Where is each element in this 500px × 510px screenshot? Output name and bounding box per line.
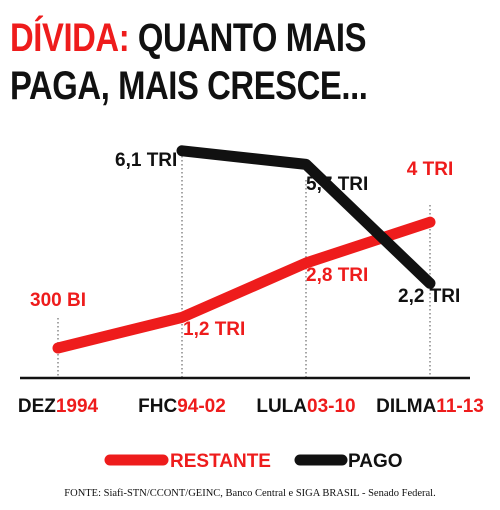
x-tick-prefix: LULA: [256, 396, 307, 417]
title-line-1-text: QUANTO MAIS: [137, 16, 367, 60]
x-tick-label: DILMA11-13: [376, 396, 484, 417]
x-tick-suffix: 11-13: [436, 396, 484, 417]
gridlines: [57, 152, 431, 378]
x-tick-suffix: 1994: [56, 396, 99, 417]
title-line-2: PAGA, MAIS CRESCE...: [10, 64, 368, 108]
x-tick-suffix: 03-10: [307, 396, 356, 417]
data-label-restante: 4 TRI: [407, 159, 453, 180]
series-line-pago: [176, 145, 436, 289]
chart-title: DÍVIDA: QUANTO MAIS PAGA, MAIS CRESCE...: [10, 14, 404, 110]
series-line-restante: [52, 216, 436, 354]
x-tick-prefix: DILMA: [376, 396, 436, 417]
x-tick-prefix: FHC: [138, 396, 177, 417]
legend-label-pago: PAGO: [348, 451, 403, 472]
series-layer: [52, 145, 436, 354]
data-label-pago: 6,1 TRI: [115, 150, 177, 171]
data-label-restante: 2,8 TRI: [306, 265, 368, 286]
data-labels: 300 BI 1,2 TRI 2,8 TRI 4 TRI 6,1 TRI 5,7 TRI 2…: [30, 150, 460, 340]
x-tick-labels: DEZ1994 FHC94-02 LULA03-10 DILMA11-13: [18, 396, 484, 417]
data-label-pago: 5,7 TRI: [306, 174, 368, 195]
x-tick-label: DEZ1994: [18, 396, 99, 417]
data-label-restante: 300 BI: [30, 290, 86, 311]
x-tick-suffix: 94-02: [177, 396, 226, 417]
title-line-1: DÍVIDA: QUANTO MAIS: [10, 14, 404, 62]
x-tick-label: FHC94-02: [138, 396, 226, 417]
legend: RESTANTE PAGO: [104, 451, 403, 472]
legend-label-restante: RESTANTE: [170, 451, 271, 472]
source-footnote: FONTE: Siafi-STN/CCONT/GEINC, Banco Cent…: [64, 488, 436, 499]
data-label-pago: 2,2 TRI: [398, 286, 460, 307]
chart-canvas: 300 BI 1,2 TRI 2,8 TRI 4 TRI 6,1 TRI 5,7 TRI 2…: [18, 145, 484, 472]
x-tick-label: LULA03-10: [256, 396, 355, 417]
data-label-restante: 1,2 TRI: [183, 319, 245, 340]
title-highlight: DÍVIDA:: [10, 16, 130, 60]
x-tick-prefix: DEZ: [18, 396, 56, 417]
